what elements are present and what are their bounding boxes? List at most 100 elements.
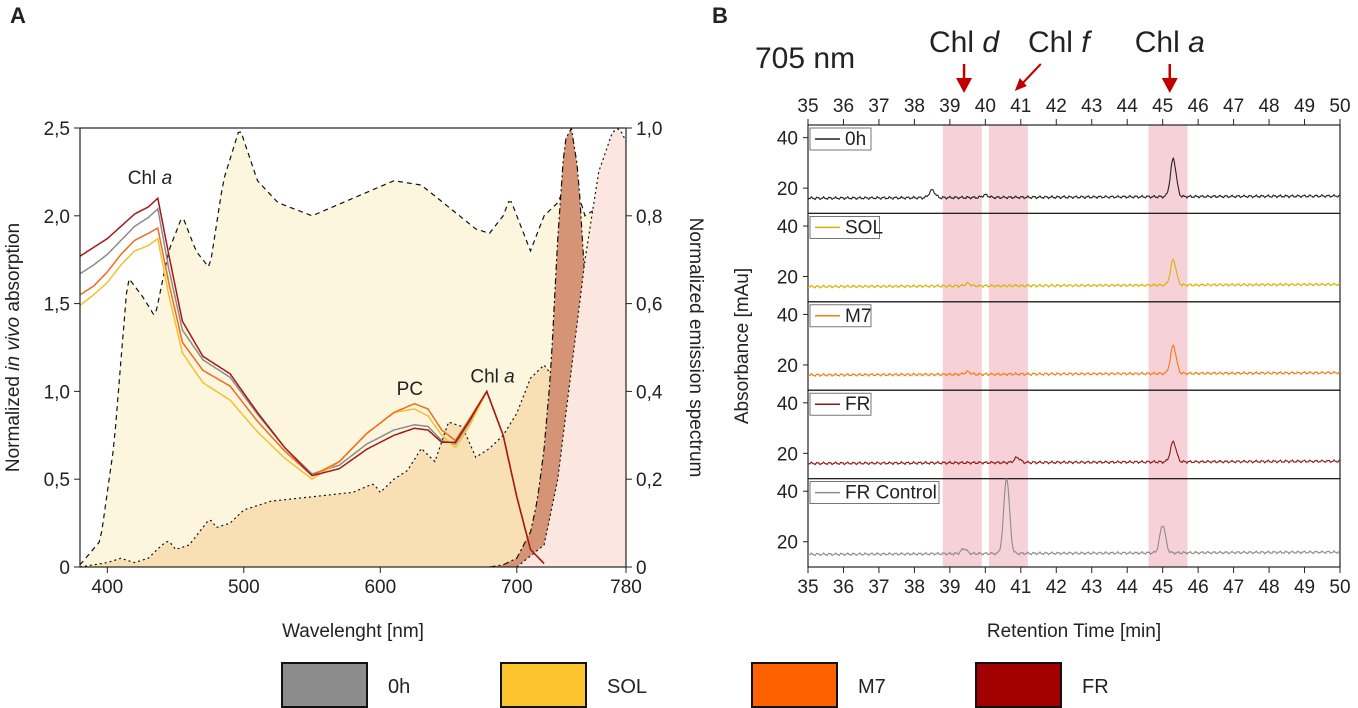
y-tick-label: 20 xyxy=(777,179,798,200)
series-legend-box xyxy=(809,481,940,505)
chromatogram-frame-0h xyxy=(807,124,1341,215)
legend-label-fr: FR xyxy=(1082,676,1109,698)
x-top-tick-label: 49 xyxy=(1294,96,1315,117)
emission-line-M7 xyxy=(80,364,600,567)
x-top-tick-label: 39 xyxy=(939,96,960,117)
x-tick-label: 37 xyxy=(868,577,889,598)
x-top-tick-label: 41 xyxy=(1010,96,1031,117)
y-tick-label: 40 xyxy=(777,394,798,415)
series-legend-label: FR Control xyxy=(845,483,937,504)
x-top-tick-label: 46 xyxy=(1188,96,1209,117)
chromatogram-frame-FR-Control xyxy=(807,478,1341,568)
y2-tick-label: 0,2 xyxy=(636,470,662,491)
y-tick-label: 1,0 xyxy=(44,382,70,403)
y2-tick-label: 0,6 xyxy=(636,295,662,316)
y-tick-label: 20 xyxy=(777,444,798,465)
retention-highlight-band xyxy=(1148,125,1188,567)
x-top-tick-label: 40 xyxy=(975,96,996,117)
legend-swatch-m7 xyxy=(751,662,838,708)
x-top-tick-label: 50 xyxy=(1329,96,1350,117)
panel-a-label: A xyxy=(10,3,26,28)
x-tick-label: 36 xyxy=(833,577,854,598)
peak-arrow-shaft xyxy=(1022,63,1042,84)
chromatogram-frame-FR xyxy=(807,389,1341,480)
y2-tick-label: 1,0 xyxy=(636,119,662,140)
x-axis-title: Retention Time [min] xyxy=(987,621,1161,642)
y-axis-title: Absorbance [mAu] xyxy=(732,268,753,424)
y-tick-label: 40 xyxy=(777,305,798,326)
series-legend-box xyxy=(809,392,872,416)
series-legend-label: 0h xyxy=(845,129,866,150)
panel-b-label: B xyxy=(712,3,728,28)
emission-line-far-red-led xyxy=(516,128,626,567)
y-tick-label: 0 xyxy=(59,558,70,579)
x-tick-label: 43 xyxy=(1081,577,1102,598)
legend-swatch-sol xyxy=(500,662,587,708)
chromatogram-frame-SOL xyxy=(807,212,1341,303)
series-legend-box xyxy=(809,215,880,239)
x-tick-label: 400 xyxy=(91,577,123,598)
x-tick-label: 39 xyxy=(939,577,960,598)
absorption-line-0h xyxy=(80,207,545,565)
chl-a-qy-label: Chl a xyxy=(470,367,514,388)
x-top-tick-label: 42 xyxy=(1046,96,1067,117)
peak-arrow-head xyxy=(1014,78,1027,91)
y-tick-label: 40 xyxy=(777,482,798,503)
panel-a-chart: 400 500 600 700 78000,51,01,52,02,500,20,40,… xyxy=(3,119,706,642)
legend-label-m7: M7 xyxy=(858,676,886,698)
x-tick-label: 46 xyxy=(1188,577,1209,598)
panel-a-plot-area xyxy=(80,128,626,567)
peak-label-chl-a: Chl a xyxy=(1135,26,1205,59)
chromatogram-line-M7 xyxy=(807,344,1341,378)
y-tick-label: 2,5 xyxy=(44,119,70,140)
pc-label: PC xyxy=(397,379,423,400)
x-tick-label: 40 xyxy=(975,577,996,598)
series-legend-label: M7 xyxy=(845,306,871,327)
y2-tick-label: 0 xyxy=(636,558,647,579)
y-tick-label: 0,5 xyxy=(44,470,70,491)
y2-tick-label: 0,4 xyxy=(636,382,663,403)
retention-highlight-band xyxy=(988,125,1028,567)
x-top-tick-label: 47 xyxy=(1223,96,1244,117)
x-top-tick-label: 36 xyxy=(833,96,854,117)
series-legend-box xyxy=(809,304,872,328)
panel-b-chart: 20 40 0h 20 40 SOL 20 40 M7 20 40 FR 20 40 FR Control 3… xyxy=(732,26,1351,642)
x-tick-label: 50 xyxy=(1329,577,1350,598)
x-tick-label: 600 xyxy=(364,577,396,598)
series-legend-label: SOL xyxy=(845,217,883,238)
peak-arrow-head xyxy=(956,78,973,93)
x-tick-label: 47 xyxy=(1223,577,1244,598)
x-tick-label: 35 xyxy=(797,577,818,598)
emission-line-FR xyxy=(489,128,626,567)
chromatogram-line-FR xyxy=(807,440,1341,466)
chromatogram-title: 705 nm xyxy=(755,42,855,75)
retention-highlight-band xyxy=(942,125,982,567)
emission-fill-far-red-led xyxy=(516,128,626,567)
y-tick-label: 40 xyxy=(777,217,798,238)
x-tick-label: 500 xyxy=(228,577,260,598)
x-top-tick-label: 35 xyxy=(797,96,818,117)
x-tick-label: 44 xyxy=(1117,577,1139,598)
x-tick-label: 41 xyxy=(1010,577,1031,598)
absorption-line-SOL xyxy=(80,237,545,565)
y-tick-label: 40 xyxy=(777,129,798,150)
emission-fill-M7 xyxy=(80,365,599,567)
chromatogram-frame-M7 xyxy=(807,301,1341,391)
x-top-tick-label: 38 xyxy=(904,96,925,117)
x-tick-label: 700 xyxy=(501,577,533,598)
panel-a-frame xyxy=(79,127,627,568)
x-top-tick-label: 48 xyxy=(1258,96,1279,117)
x-tick-label: 38 xyxy=(904,577,925,598)
x-top-tick-label: 37 xyxy=(868,96,889,117)
x-tick-label: 48 xyxy=(1258,577,1279,598)
legend-swatch-0h xyxy=(281,662,368,708)
y2-axis-title: Normalized emission spectrum xyxy=(685,218,706,478)
chromatogram-line-0h xyxy=(807,156,1341,201)
x-tick-label: 780 xyxy=(610,577,642,598)
legend: 0h SOL M7 FR xyxy=(281,662,1109,708)
y-tick-label: 20 xyxy=(777,356,798,377)
peak-label-chl-f: Chl f xyxy=(1028,26,1092,59)
y-tick-label: 2,0 xyxy=(44,207,70,228)
y-tick-label: 20 xyxy=(777,268,798,289)
